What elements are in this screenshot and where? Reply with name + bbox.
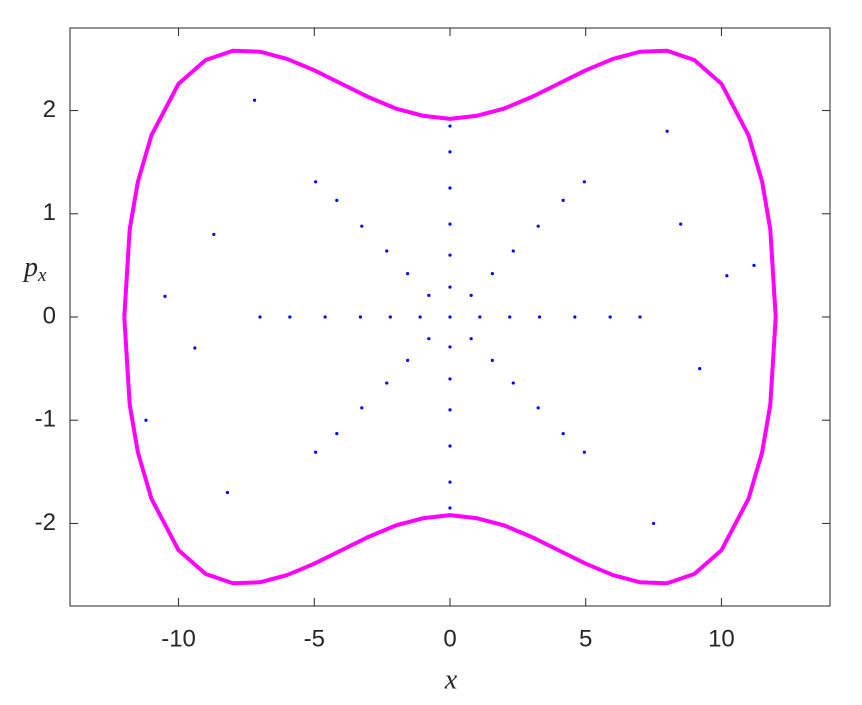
point — [418, 315, 422, 319]
point — [608, 315, 612, 319]
point — [448, 124, 452, 128]
point — [651, 521, 656, 526]
y-tick-label: 1 — [43, 199, 56, 226]
point — [573, 315, 577, 319]
y-tick-label: 2 — [43, 96, 56, 123]
point — [360, 224, 364, 228]
y-axis-label: px — [22, 252, 47, 286]
point — [448, 315, 452, 319]
point — [385, 249, 389, 253]
point — [537, 315, 542, 319]
point — [698, 367, 702, 371]
point — [536, 224, 540, 228]
point — [448, 186, 452, 190]
point — [582, 450, 586, 454]
point — [427, 337, 431, 341]
point — [511, 381, 515, 385]
x-tick-label: -5 — [304, 625, 325, 652]
point — [323, 315, 327, 319]
point — [638, 315, 642, 319]
point — [258, 315, 262, 319]
point — [448, 285, 452, 289]
point — [448, 444, 452, 448]
point — [448, 222, 452, 226]
point — [358, 315, 363, 319]
y-tick-label: -2 — [35, 509, 56, 536]
point — [448, 345, 452, 349]
point — [360, 406, 364, 410]
point — [582, 180, 586, 184]
x-tick-label: 0 — [443, 625, 456, 652]
point — [427, 293, 431, 297]
point — [163, 294, 167, 298]
point — [193, 346, 197, 350]
x-axis-label: x — [444, 664, 458, 695]
point — [508, 315, 512, 319]
y-axis-label-sub: x — [37, 265, 47, 286]
point — [252, 98, 257, 102]
point — [144, 418, 148, 422]
point — [314, 450, 318, 454]
x-tick-label: 5 — [579, 625, 592, 652]
point — [288, 315, 292, 319]
point — [448, 408, 452, 412]
y-tick-label: -1 — [35, 406, 56, 433]
point — [335, 432, 339, 436]
boundary-curve — [122, 48, 778, 586]
point — [335, 198, 339, 202]
point — [536, 406, 540, 410]
point — [448, 506, 452, 510]
point — [448, 480, 452, 484]
point — [490, 358, 494, 362]
point — [212, 232, 216, 237]
point — [314, 180, 318, 184]
point — [511, 249, 515, 253]
point — [225, 490, 230, 495]
point — [385, 381, 389, 385]
y-tick-label: 0 — [43, 302, 56, 329]
x-tick-label: -10 — [161, 625, 196, 652]
point — [490, 272, 494, 276]
point — [561, 432, 565, 436]
point — [665, 129, 669, 133]
point — [679, 222, 683, 226]
point — [469, 293, 473, 297]
point — [469, 337, 473, 341]
x-tick-label: 10 — [708, 625, 735, 652]
point — [448, 150, 452, 154]
y-axis-label-main: p — [22, 252, 38, 283]
point — [725, 274, 729, 278]
point — [388, 315, 392, 319]
point — [561, 198, 565, 202]
point — [752, 263, 756, 267]
point — [448, 377, 452, 381]
point — [478, 315, 482, 319]
point — [406, 272, 410, 276]
point — [448, 253, 452, 257]
point — [406, 358, 410, 362]
